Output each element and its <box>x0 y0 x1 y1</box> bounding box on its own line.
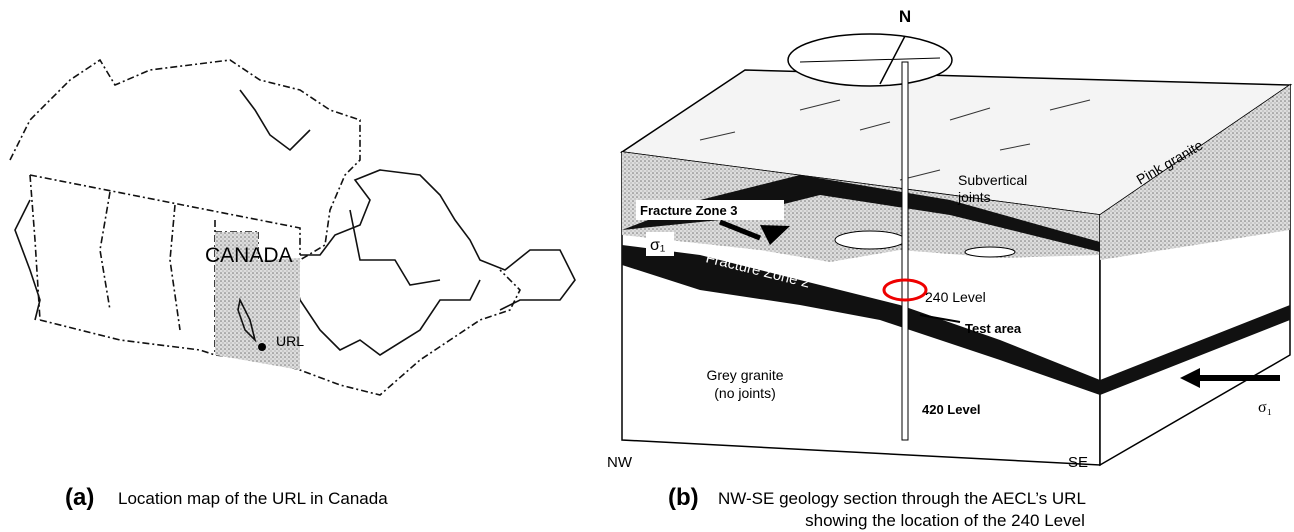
panel-letter: (b) <box>668 484 699 511</box>
block-panel: N Fracture Zone 3 σ₁ Fracture Zone 2 Sub… <box>607 7 1290 471</box>
level-label: 240 Level <box>925 289 986 305</box>
direction-label: SE <box>1068 454 1088 471</box>
north-label: N <box>899 7 911 26</box>
figure: CANADA URL N Fracture Zone 3 σ₁ Fracture… <box>0 0 1294 532</box>
url-marker <box>258 343 266 351</box>
lens <box>835 231 905 249</box>
joint-label: Subvertical <box>958 172 1027 188</box>
map-panel: CANADA URL <box>10 60 575 395</box>
area-label: Test area <box>965 321 1022 336</box>
lens <box>965 247 1015 257</box>
caption: Location map of the URL in Canada <box>118 489 388 508</box>
joint-label: joints <box>957 189 991 205</box>
caption: showing the location of the 240 Level <box>805 511 1085 530</box>
stress-label: σ₁ <box>650 237 665 254</box>
map-coast <box>295 170 575 355</box>
map-boundary <box>10 60 360 300</box>
panel-letter: (a) <box>65 484 94 511</box>
map-label: URL <box>276 333 304 349</box>
shaft <box>902 62 908 440</box>
stress-label: σ₁ <box>1258 399 1272 416</box>
rock-label: Grey granite <box>706 367 783 383</box>
map-label: CANADA <box>205 244 293 267</box>
direction-label: NW <box>607 454 633 471</box>
rock-label: (no joints) <box>714 385 775 401</box>
level-label: 420 Level <box>922 402 981 417</box>
caption: NW-SE geology section through the AECL’s… <box>718 489 1086 508</box>
zone-label: Fracture Zone 3 <box>640 203 738 218</box>
